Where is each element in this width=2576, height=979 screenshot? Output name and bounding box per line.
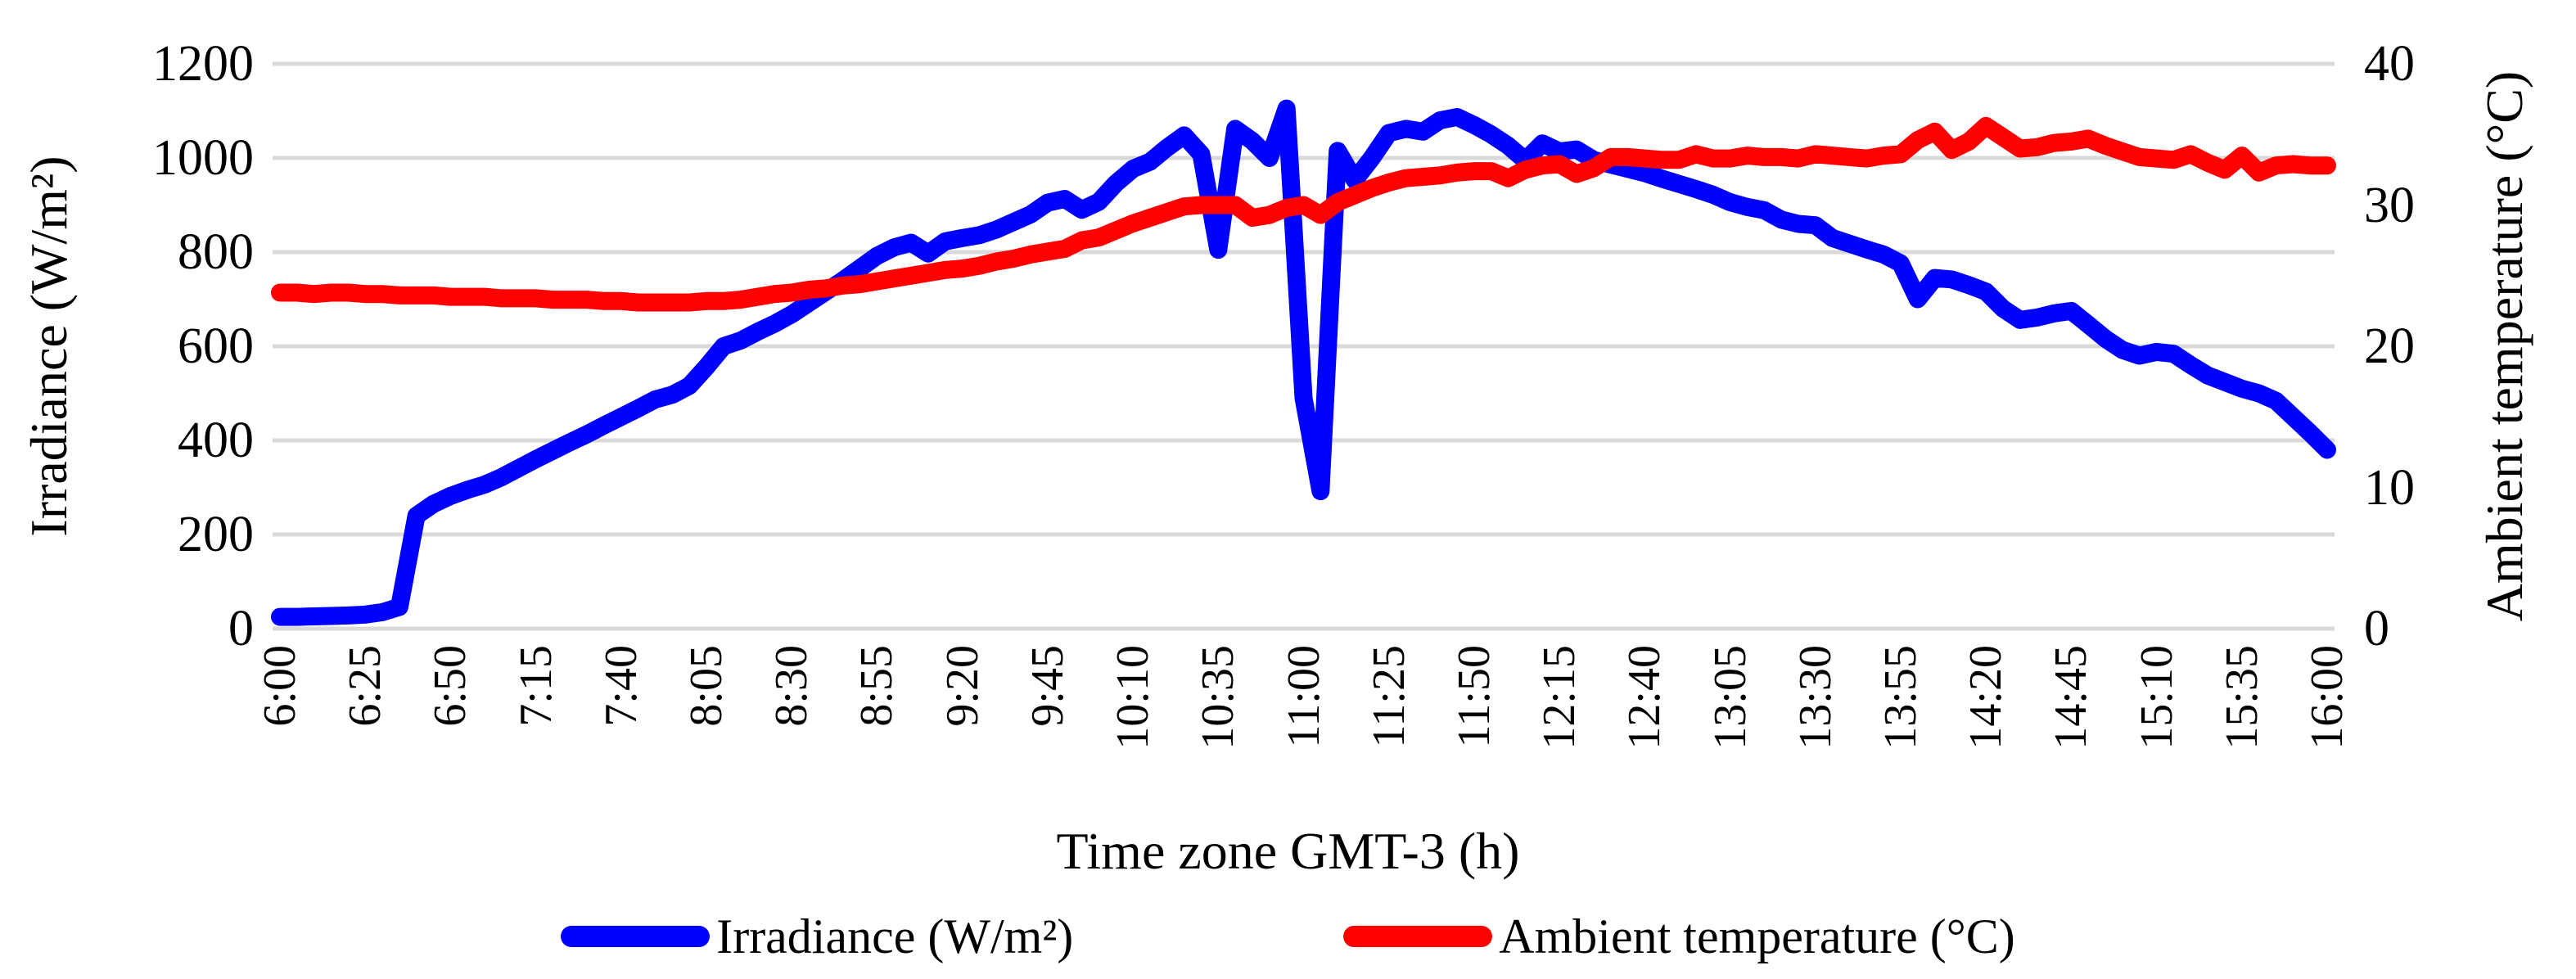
x-axis-tick-label: 6:25	[340, 645, 391, 727]
left-axis-tick-label: 600	[178, 318, 254, 374]
x-axis-tick-label: 13:05	[1704, 645, 1756, 750]
right-axis-tick-label: 10	[2364, 459, 2415, 516]
x-axis-tick-label: 11:50	[1448, 645, 1500, 748]
x-axis-tick-label: 7:15	[510, 645, 562, 727]
x-axis-tick-label: 11:00	[1278, 645, 1329, 748]
x-axis-tick-label: 9:20	[936, 645, 988, 727]
x-axis-title: Time zone GMT-3 (h)	[1056, 822, 1520, 880]
irradiance-line	[271, 99, 2336, 626]
x-axis-tick-label: 15:35	[2216, 645, 2267, 750]
right-axis-tick-label: 0	[2364, 601, 2389, 656]
x-axis-tick-label: 9:45	[1022, 645, 1073, 727]
right-axis-tick-label: 40	[2364, 36, 2415, 92]
right-axis-tick-label: 20	[2364, 318, 2415, 374]
x-axis-tick-label: 13:30	[1789, 645, 1841, 750]
right-axis-title: Ambient temperature (°C)	[2475, 70, 2533, 622]
temperature-line-swatch	[1343, 926, 1493, 947]
x-axis-tick-label: 10:35	[1193, 645, 1244, 750]
legend-item-irradiance: Irradiance (W/m²)	[561, 909, 1073, 963]
irradiance-legend-label: Irradiance (W/m²)	[716, 909, 1074, 963]
x-axis-tick-label: 8:05	[681, 645, 733, 727]
left-axis-tick-label: 1200	[152, 36, 254, 92]
ambient-temperature-line	[271, 116, 2336, 312]
x-axis-tick-label: 7:40	[595, 645, 647, 727]
x-axis-tick-label: 16:00	[2302, 645, 2353, 750]
left-axis-tick-label: 0	[228, 601, 254, 656]
temperature-legend-label: Ambient temperature (°C)	[1499, 909, 2015, 963]
x-axis-tick-label: 8:55	[851, 645, 903, 727]
left-axis-tick-label: 200	[178, 507, 254, 562]
x-axis-tick-label: 14:20	[1960, 645, 2012, 750]
legend: Irradiance (W/m²) Ambient temperature (°…	[0, 907, 2576, 966]
x-axis-tick-label: 6:00	[255, 645, 305, 727]
x-axis-tick-label: 14:45	[2046, 645, 2097, 750]
x-axis-tick-label: 12:15	[1534, 645, 1586, 750]
irradiance-line-swatch	[561, 926, 711, 947]
x-axis-tick-label: 10:10	[1108, 645, 1159, 750]
left-axis-tick-label: 800	[178, 224, 254, 280]
x-axis-tick-label: 12:40	[1619, 645, 1671, 750]
x-axis-tick-label: 15:10	[2131, 645, 2182, 750]
x-axis-tick-label: 13:55	[1874, 645, 1926, 750]
x-axis-tick-label: 6:50	[425, 645, 476, 727]
right-axis-tick-label: 30	[2364, 177, 2415, 233]
legend-item-temperature: Ambient temperature (°C)	[1343, 909, 2015, 963]
left-axis-title: Irradiance (W/m²)	[20, 156, 78, 537]
left-axis-tick-label: 1000	[152, 130, 254, 186]
x-axis-tick-label: 11:25	[1363, 645, 1414, 748]
x-axis-tick-label: 8:30	[766, 645, 818, 727]
left-axis-tick-label: 400	[178, 413, 254, 468]
